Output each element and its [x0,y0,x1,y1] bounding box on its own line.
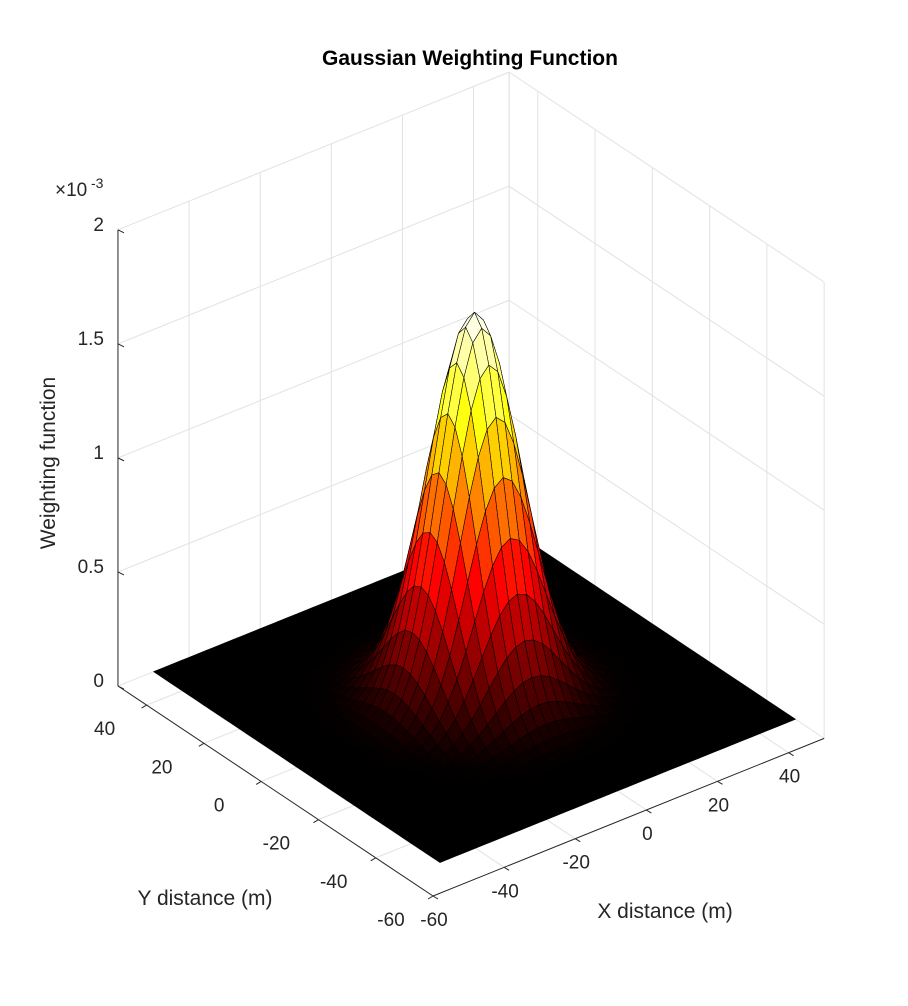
x-tick-label: -40 [491,881,518,902]
x-tick-mark [503,866,510,871]
grid-line-z-side [508,299,825,511]
svg-text:×10: ×10 [55,180,87,201]
z-tick-label: 0 [93,671,104,692]
grid-line-z-side [508,185,825,397]
grid-line-z-back [117,71,510,231]
y-tick-label: -20 [263,834,290,855]
y-tick-mark [370,857,376,862]
y-axis-label: Y distance (m) [138,887,273,910]
z-tick-mark [117,571,125,576]
z-axis-label: Weighting function [37,377,60,549]
y-tick-mark [141,704,147,709]
x-tick-mark [432,895,439,900]
grid-line-z-side [508,413,825,625]
y-axis-line [117,685,434,897]
surface-facet [432,853,450,863]
x-axis-label: X distance (m) [597,900,732,923]
grid-line-z-back [117,185,510,345]
z-tick-label: 1 [93,443,104,464]
z-tick-label: 0.5 [78,557,104,578]
y-tick-mark [255,781,262,785]
surface-plot [153,311,796,863]
x-tick-mark [717,780,723,785]
z-tick-label: 2 [93,215,104,236]
x-tick-mark [788,752,794,757]
grid-line-z-side [508,71,825,283]
z-tick-mark [117,457,125,462]
y-tick-mark [313,819,319,824]
y-tick-label: 0 [214,796,225,817]
z-tick-mark [117,343,125,348]
x-tick-label: 0 [642,824,653,845]
z-tick-label: 1.5 [78,329,104,350]
z-tick-mark [117,229,125,234]
x-tick-label: 20 [708,795,729,816]
y-tick-mark [198,742,205,747]
svg-text:-3: -3 [91,175,104,191]
x-tick-mark [574,838,581,843]
y-tick-label: 20 [151,757,172,778]
grid-line-z-back [117,299,510,459]
y-tick-label: 40 [94,719,115,740]
y-tick-label: -60 [377,910,404,931]
y-tick-mark [427,895,434,900]
x-tick-label: -60 [420,910,447,931]
tick-labels: -60 -40 -20 0 20 40 -60 -40 -20 0 20 40 0 0.5 1 1.5 2 [78,215,801,931]
x-tick-label: -20 [562,853,589,874]
z-exponent-label: ×10 -3 [55,175,104,201]
x-tick-mark [646,809,652,814]
z-tick-mark [117,685,125,690]
axes-lines [117,229,825,900]
y-tick-label: -40 [320,872,347,893]
x-tick-label: 40 [779,767,800,788]
x-axis-line [432,737,825,897]
chart-title: Gaussian Weighting Function [322,47,618,70]
